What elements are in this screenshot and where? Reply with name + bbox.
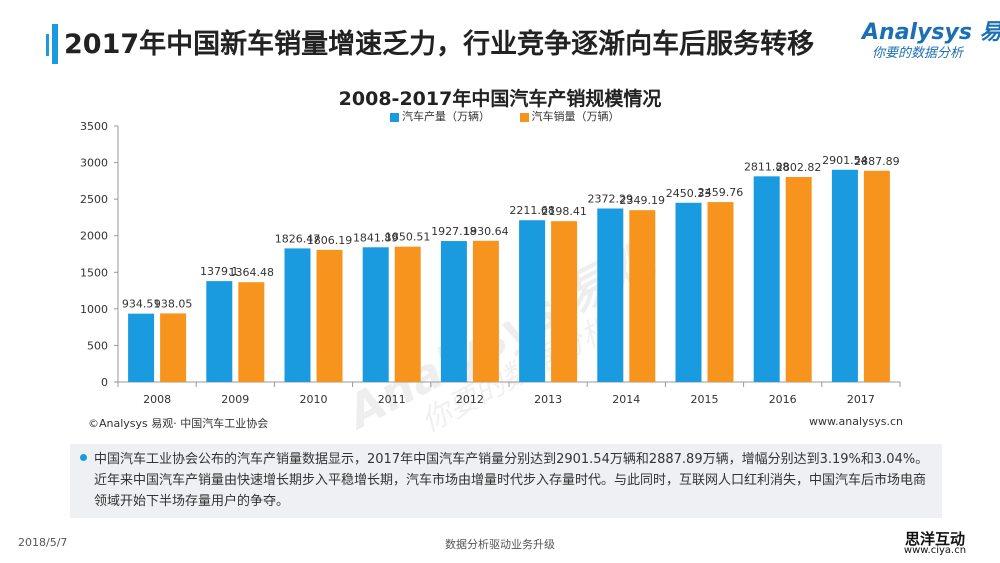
stamp-url: www.ciya.cn (903, 545, 967, 556)
data-label-production: 1826.47 (275, 232, 321, 245)
data-label-sales: 938.05 (154, 297, 193, 310)
bar-sales (160, 313, 187, 382)
data-label-sales: 1850.51 (385, 231, 431, 244)
y-tick-label: 3000 (80, 157, 108, 170)
y-tick-label: 1500 (80, 266, 108, 279)
title-accent-bar-small (46, 34, 49, 56)
y-tick-label: 0 (101, 376, 108, 389)
bar-sales (785, 176, 812, 382)
logo-text: Analysys 易观 (862, 20, 1000, 45)
legend-label-sales: 汽车销量（万辆） (531, 110, 620, 123)
legend-item-sales: 汽车销量（万辆） (519, 110, 620, 123)
x-tick-label: 2016 (769, 393, 797, 406)
website-url: www.analysys.cn (809, 415, 903, 428)
bar-production (206, 281, 233, 382)
note-box: 中国汽车工业协会公布的汽车产销量数据显示，2017年中国汽车产销量分别达到290… (70, 444, 942, 518)
data-label-sales: 2802.82 (776, 161, 822, 174)
data-label-production: 1927.18 (431, 225, 477, 238)
x-tick-label: 2011 (378, 393, 406, 406)
bar-sales (707, 202, 734, 382)
title-accent-bar (52, 24, 58, 64)
y-tick-label: 2000 (80, 230, 108, 243)
y-tick-label: 3500 (80, 120, 108, 133)
data-label-production: 2901.54 (822, 154, 868, 167)
bar-production (753, 176, 780, 382)
analysys-logo: Analysys 易观 你要的数据分析 (862, 14, 1000, 62)
y-tick-label: 1000 (80, 303, 108, 316)
x-tick-label: 2009 (221, 393, 249, 406)
data-label-sales: 1806.19 (307, 234, 353, 247)
data-label-sales: 2198.41 (541, 205, 587, 218)
bar-production (362, 247, 389, 382)
note-text: 中国汽车工业协会公布的汽车产销量数据显示，2017年中国汽车产销量分别达到290… (94, 452, 929, 509)
legend-swatch-production (390, 112, 399, 122)
x-tick-label: 2010 (300, 393, 328, 406)
data-label-sales: 2887.89 (854, 155, 900, 168)
data-label-production: 2372.29 (588, 192, 634, 205)
x-tick-label: 2017 (847, 393, 875, 406)
bar-sales (629, 210, 656, 382)
legend-label-production: 汽车产量（万辆） (402, 110, 490, 123)
note-bullet-icon (80, 454, 87, 461)
data-label-sales: 2349.19 (620, 194, 666, 207)
page-title: 2017年中国新车销量增速乏力，行业竞争逐渐向车后服务转移 (64, 29, 815, 60)
footer-date: 2018/5/7 (18, 536, 68, 549)
x-tick-label: 2012 (456, 393, 484, 406)
data-label-sales: 2459.76 (698, 186, 744, 199)
data-label-sales: 1930.64 (463, 225, 509, 238)
bar-sales (551, 221, 578, 382)
x-tick-label: 2014 (612, 393, 640, 406)
bar-production (831, 169, 858, 382)
x-tick-label: 2015 (691, 393, 719, 406)
bar-sales (316, 249, 343, 382)
source-credit: ©Analysys 易观· 中国汽车工业协会 (88, 417, 269, 430)
bar-sales (472, 240, 499, 382)
bar-production (519, 220, 546, 382)
legend-swatch-sales (519, 112, 529, 122)
bar-production (597, 208, 624, 382)
y-tick-label: 2500 (80, 193, 108, 206)
bar-sales (238, 282, 265, 382)
data-label-production: 2211.68 (509, 204, 555, 217)
bar-sales (394, 246, 421, 382)
logo-slogan: 你要的数据分析 (872, 46, 964, 61)
chart-title: 2008-2017年中国汽车产销规模情况 (338, 88, 662, 110)
bar-production (284, 248, 311, 382)
footer-slogan: 数据分析驱动业务升级 (445, 538, 555, 551)
bar-production (128, 313, 155, 382)
data-label-production: 1379.1 (200, 265, 239, 278)
data-label-production: 2811.88 (744, 160, 790, 173)
stamp-text: 思洋互动 (904, 530, 965, 548)
y-tick-label: 500 (87, 339, 108, 352)
bar-sales (863, 170, 890, 382)
data-label-production: 2450.33 (666, 187, 712, 200)
ciya-stamp: 思洋互动 www.ciya.cn (895, 528, 975, 558)
x-tick-label: 2008 (143, 393, 171, 406)
chart-legend: 汽车产量（万辆） 汽车销量（万辆） (390, 108, 646, 124)
x-tick-label: 2013 (534, 393, 562, 406)
data-label-production: 934.51 (122, 298, 161, 311)
bar-production (440, 241, 467, 382)
bar-production (675, 202, 702, 382)
data-label-sales: 1364.48 (229, 266, 275, 279)
legend-item-production: 汽车产量（万辆） (390, 110, 494, 123)
data-label-production: 1841.89 (353, 231, 399, 244)
